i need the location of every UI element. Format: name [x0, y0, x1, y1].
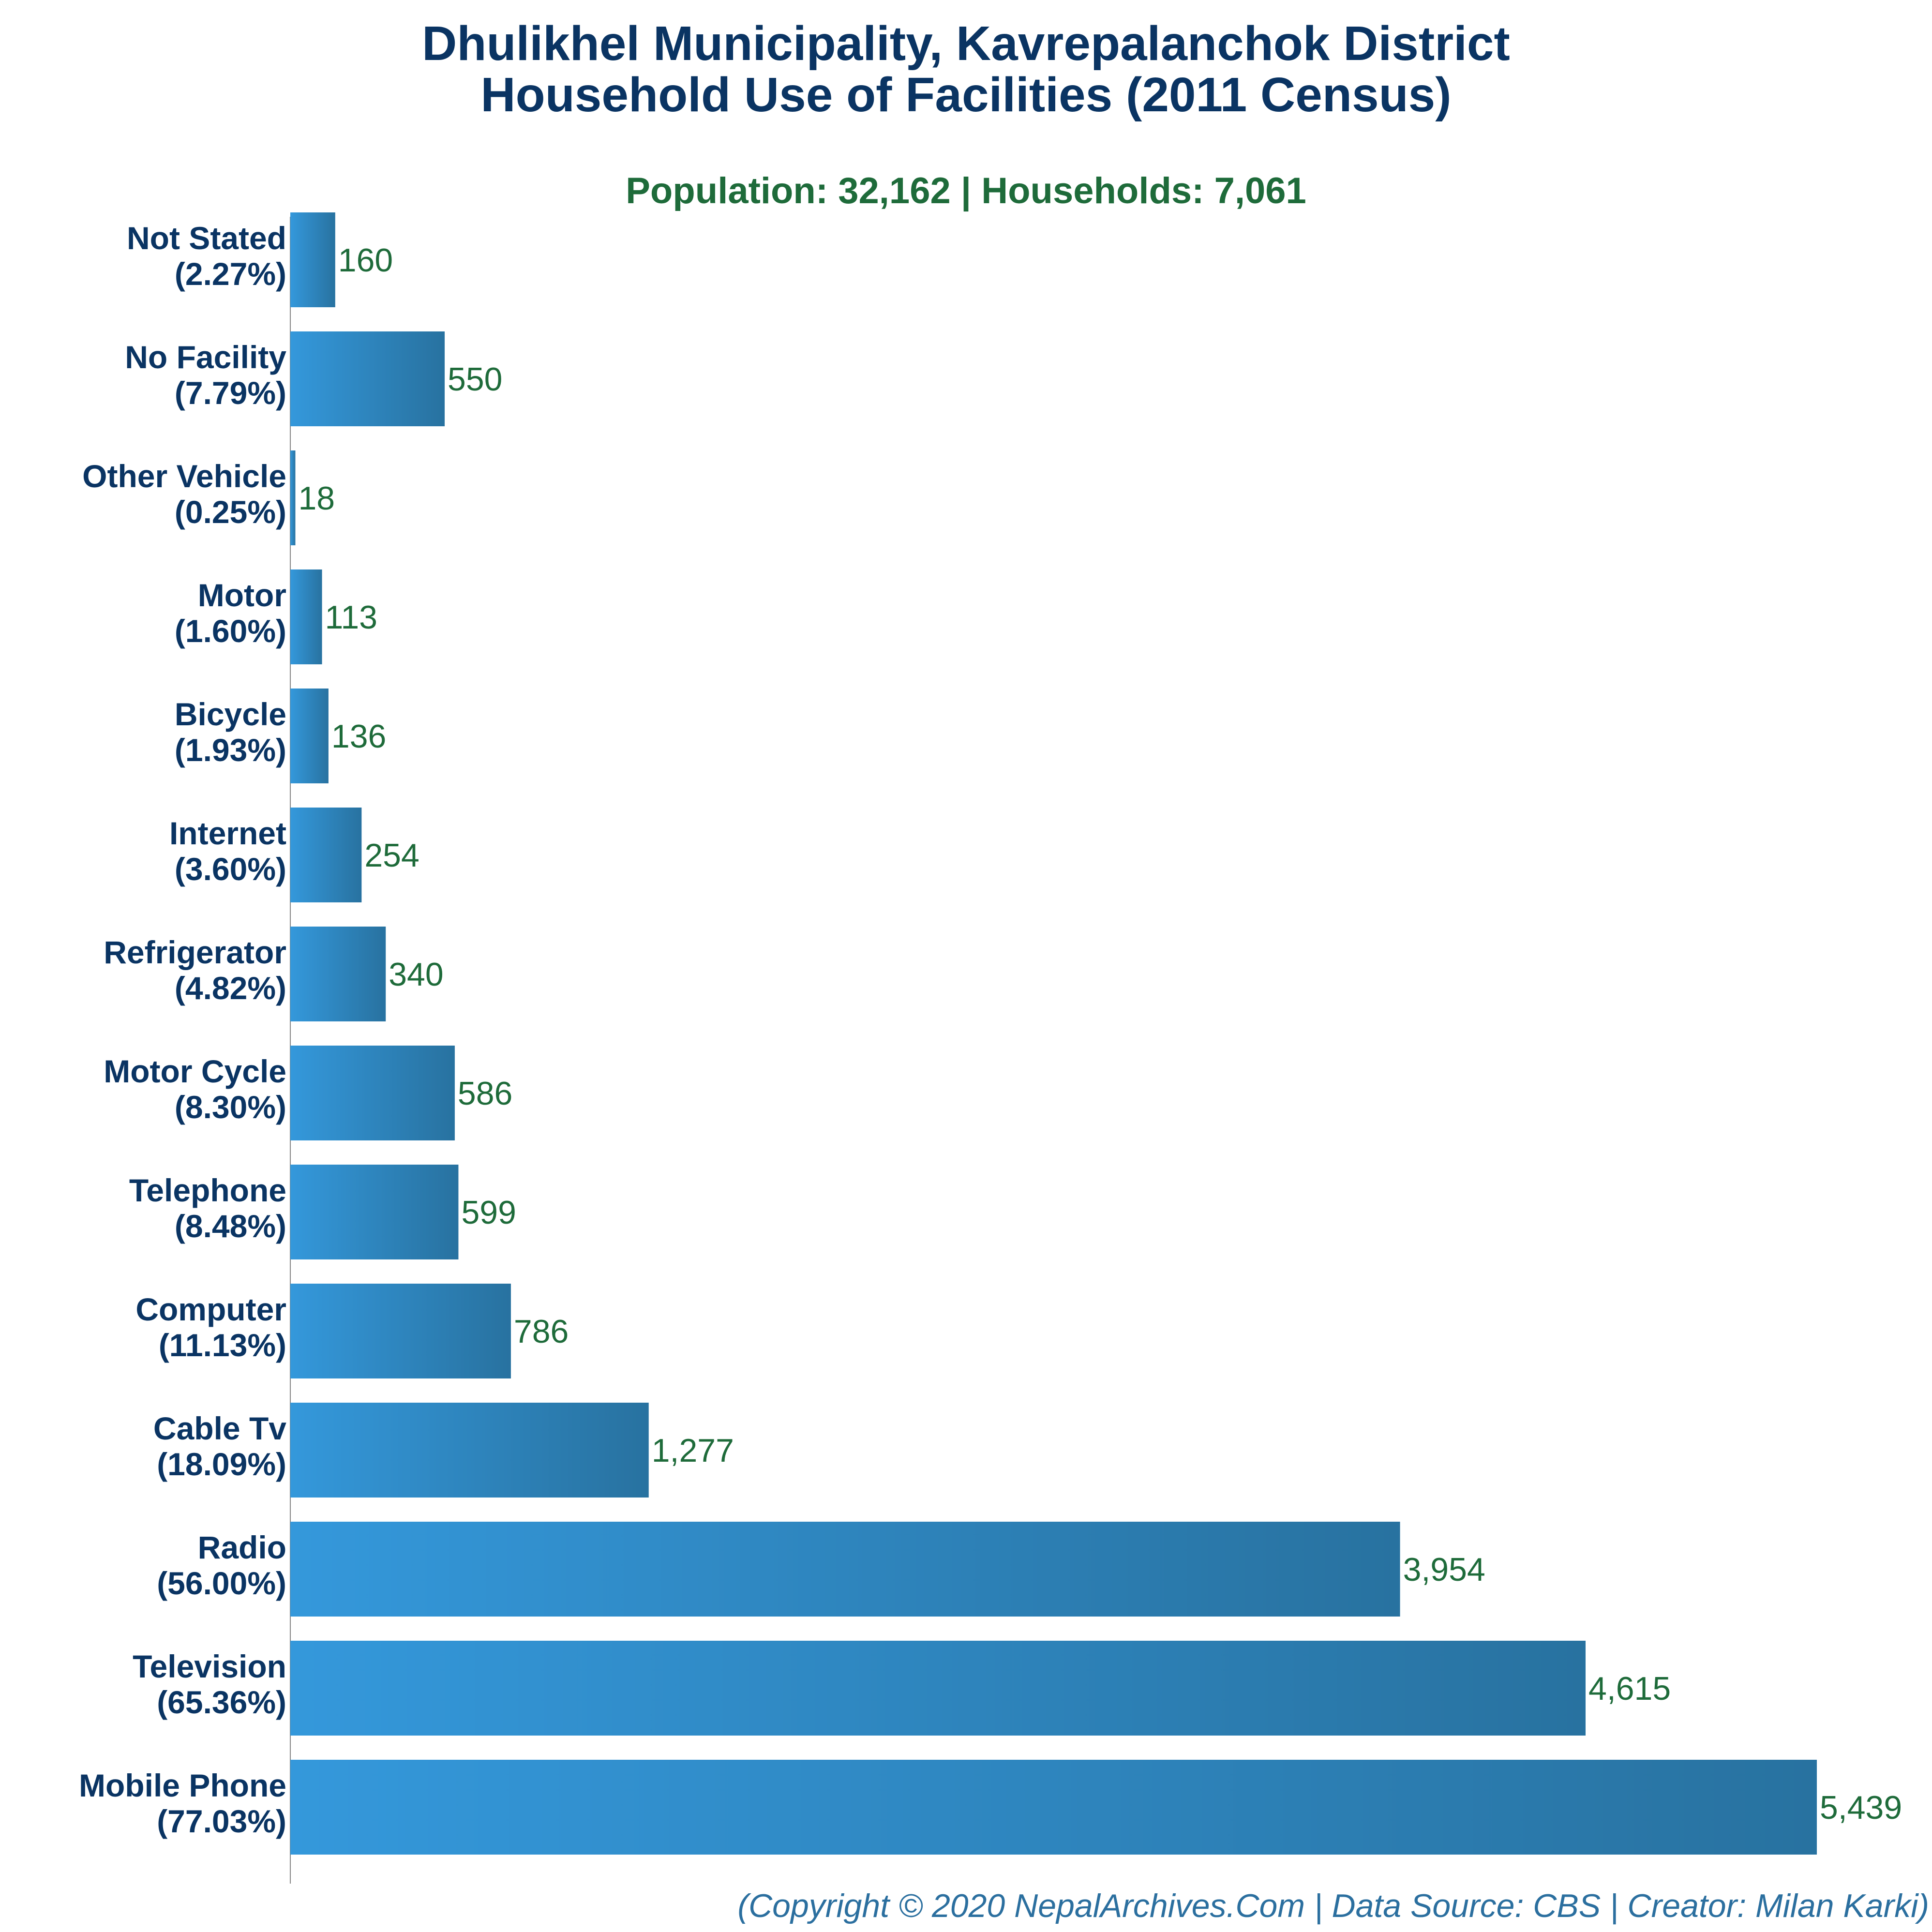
category-pct-radio: (56.00%) — [157, 1565, 286, 1601]
value-label-mobile-phone: 5,439 — [1820, 1789, 1902, 1826]
value-label-television: 4,615 — [1588, 1670, 1671, 1707]
category-label-cable-tv: Cable Tv — [153, 1410, 286, 1446]
copyright-footer: (Copyright © 2020 NepalArchives.Com | Da… — [737, 1887, 1929, 1924]
bar-television — [290, 1641, 1586, 1736]
category-pct-internet: (3.60%) — [175, 851, 286, 887]
category-pct-mobile-phone: (77.03%) — [157, 1803, 286, 1839]
category-label-telephone: Telephone — [129, 1172, 286, 1208]
value-label-computer: 786 — [514, 1313, 569, 1350]
bar-motor-cycle — [290, 1046, 455, 1140]
value-label-telephone: 599 — [461, 1194, 516, 1231]
category-pct-television: (65.36%) — [157, 1684, 286, 1720]
bar-telephone — [290, 1165, 459, 1259]
value-label-motor: 113 — [325, 599, 377, 636]
chart-title: Dhulikhel Municipality, Kavrepalanchok D… — [422, 16, 1510, 71]
category-pct-motor: (1.60%) — [175, 613, 286, 649]
category-label-computer: Computer — [135, 1291, 286, 1327]
bar-not-stated — [290, 212, 335, 307]
bars-group: 160 Not Stated(2.27%) 550 No Facility(7.79%… — [79, 212, 1902, 1855]
chart-title-line2: Household Use of Facilities (2011 Census… — [480, 68, 1452, 122]
chart-subtitle: Population: 32,162 | Households: 7,061 — [626, 170, 1306, 211]
bar-radio — [290, 1522, 1400, 1617]
bar-cable-tv — [290, 1403, 649, 1498]
value-label-cable-tv: 1,277 — [652, 1432, 734, 1469]
category-label-motor-cycle: Motor Cycle — [104, 1053, 286, 1089]
category-pct-other-vehicle: (0.25%) — [175, 494, 286, 530]
bar-bicycle — [290, 689, 329, 783]
bar-mobile-phone — [290, 1760, 1817, 1855]
category-pct-computer: (11.13%) — [159, 1327, 286, 1363]
value-label-refrigerator: 340 — [389, 956, 443, 993]
value-label-internet: 254 — [364, 837, 419, 874]
category-label-other-vehicle: Other Vehicle — [82, 458, 286, 494]
bar-other-vehicle — [290, 450, 296, 545]
value-label-motor-cycle: 586 — [458, 1075, 512, 1112]
value-label-no-facility: 550 — [448, 361, 502, 398]
bar-refrigerator — [290, 927, 386, 1021]
category-label-internet: Internet — [169, 815, 286, 851]
category-pct-bicycle: (1.93%) — [175, 732, 286, 768]
value-label-not-stated: 160 — [338, 242, 393, 279]
bar-no-facility — [290, 331, 445, 426]
category-label-not-stated: Not Stated — [127, 220, 286, 256]
bar-internet — [290, 808, 362, 902]
category-pct-motor-cycle: (8.30%) — [175, 1089, 286, 1125]
bar-motor — [290, 569, 322, 664]
category-pct-telephone: (8.48%) — [175, 1208, 286, 1244]
category-label-radio: Radio — [198, 1529, 286, 1565]
category-label-motor: Motor — [198, 577, 286, 613]
category-label-mobile-phone: Mobile Phone — [79, 1767, 286, 1803]
category-label-no-facility: No Facility — [125, 339, 286, 375]
bar-computer — [290, 1284, 511, 1378]
value-label-radio: 3,954 — [1403, 1551, 1485, 1588]
category-pct-no-facility: (7.79%) — [175, 375, 286, 411]
value-label-other-vehicle: 18 — [298, 480, 335, 517]
value-label-bicycle: 136 — [331, 718, 386, 755]
category-label-refrigerator: Refrigerator — [104, 934, 286, 970]
category-pct-refrigerator: (4.82%) — [175, 970, 286, 1006]
category-pct-not-stated: (2.27%) — [175, 256, 286, 292]
category-pct-cable-tv: (18.09%) — [157, 1446, 286, 1482]
category-label-television: Television — [133, 1648, 286, 1684]
category-label-bicycle: Bicycle — [175, 696, 286, 732]
